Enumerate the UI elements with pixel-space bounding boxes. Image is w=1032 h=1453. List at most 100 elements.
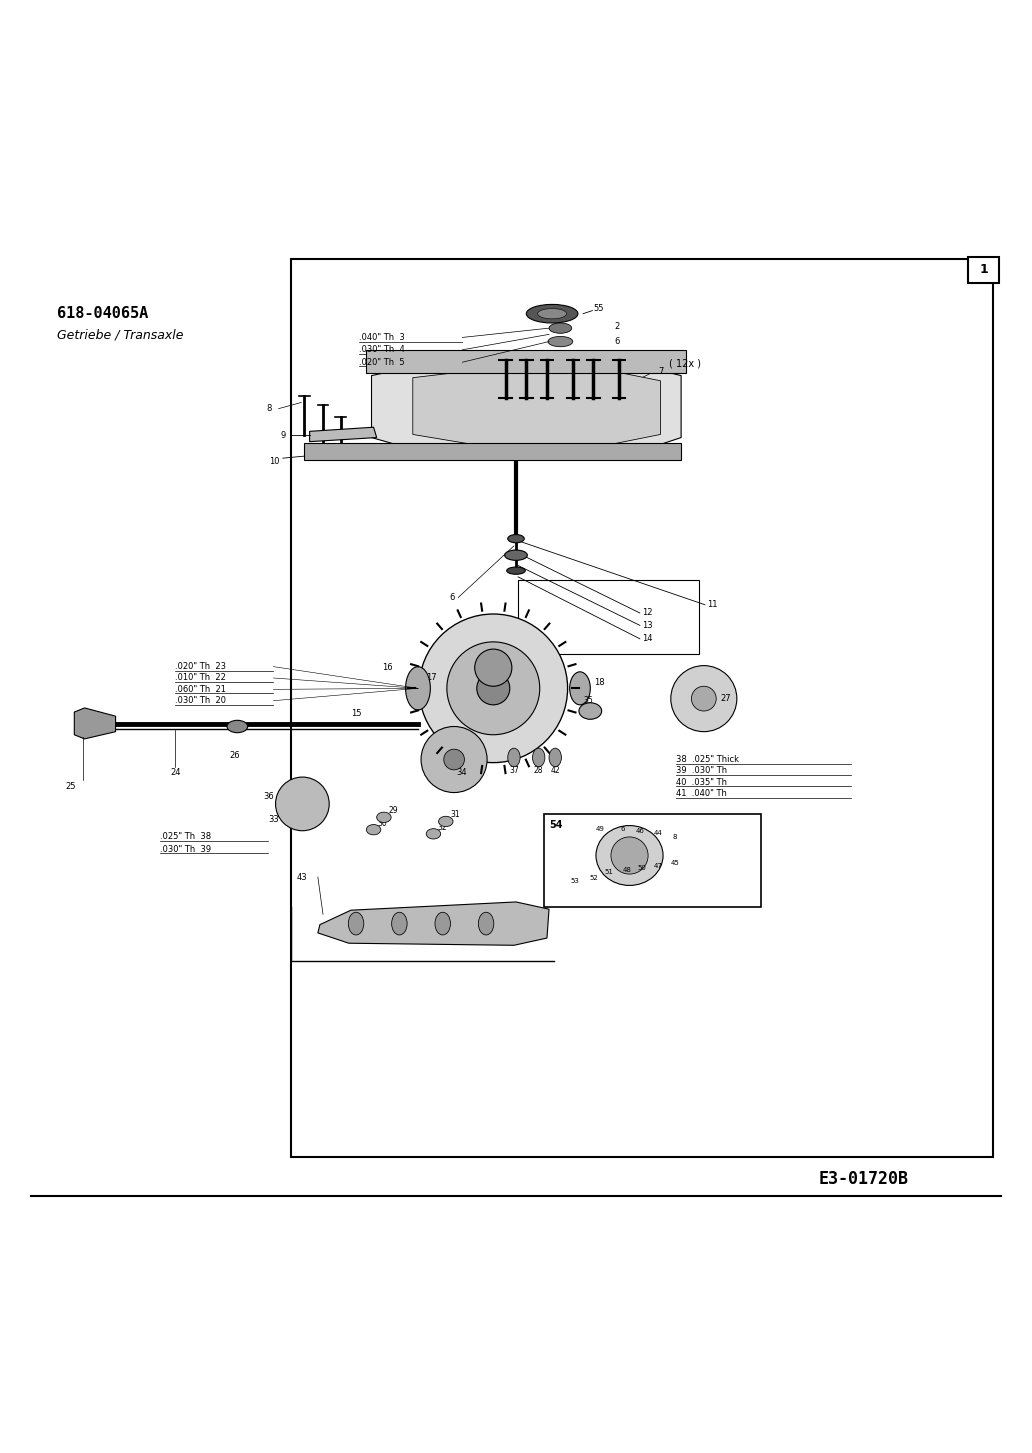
Text: .010" Th  22: .010" Th 22 <box>175 674 226 683</box>
Polygon shape <box>372 360 681 458</box>
Text: 7: 7 <box>658 368 664 376</box>
Text: Getriebe / Transaxle: Getriebe / Transaxle <box>57 328 184 341</box>
Ellipse shape <box>538 308 567 318</box>
Text: 44: 44 <box>654 830 663 835</box>
Text: 6: 6 <box>614 337 619 346</box>
Text: 10: 10 <box>269 456 280 466</box>
Text: 38  .025" Thick: 38 .025" Thick <box>676 756 739 764</box>
Ellipse shape <box>508 748 520 767</box>
Ellipse shape <box>570 671 590 705</box>
Text: 45: 45 <box>671 860 679 866</box>
Text: 12: 12 <box>642 609 652 618</box>
Circle shape <box>276 777 329 831</box>
Text: 2: 2 <box>614 321 619 331</box>
Text: 9: 9 <box>281 432 286 440</box>
Text: E3-01720B: E3-01720B <box>818 1170 908 1187</box>
Text: 8: 8 <box>266 404 271 413</box>
Text: 48: 48 <box>623 867 632 873</box>
Text: 42: 42 <box>550 766 560 774</box>
Polygon shape <box>304 443 681 461</box>
Polygon shape <box>413 371 660 445</box>
Text: 35: 35 <box>583 696 593 705</box>
Circle shape <box>447 642 540 735</box>
Ellipse shape <box>507 567 525 574</box>
Ellipse shape <box>508 535 524 543</box>
Text: 31: 31 <box>450 811 459 819</box>
Ellipse shape <box>227 721 248 732</box>
Circle shape <box>421 726 487 792</box>
Ellipse shape <box>549 748 561 767</box>
Text: 28: 28 <box>534 766 544 774</box>
Ellipse shape <box>406 667 430 711</box>
Text: 50: 50 <box>638 865 646 870</box>
Ellipse shape <box>426 828 441 838</box>
Text: .030" Th  39: .030" Th 39 <box>160 844 212 854</box>
Circle shape <box>419 615 568 763</box>
Ellipse shape <box>505 551 527 561</box>
Text: ( 12x ): ( 12x ) <box>669 359 701 368</box>
Circle shape <box>691 686 716 711</box>
Text: .025" Th  38: .025" Th 38 <box>160 833 212 841</box>
Bar <box>291 259 993 1157</box>
Text: 54: 54 <box>549 821 562 831</box>
Text: .020" Th  23: .020" Th 23 <box>175 663 226 671</box>
Polygon shape <box>310 427 377 442</box>
Circle shape <box>611 837 648 875</box>
Text: 13: 13 <box>642 620 652 629</box>
Ellipse shape <box>366 824 381 835</box>
Bar <box>968 257 999 283</box>
Text: 6: 6 <box>449 593 454 602</box>
Ellipse shape <box>391 912 407 934</box>
Text: 29: 29 <box>388 806 397 815</box>
Text: 36: 36 <box>264 792 275 801</box>
Text: 15: 15 <box>351 709 361 718</box>
Ellipse shape <box>548 337 573 347</box>
Circle shape <box>444 750 464 770</box>
Text: 1: 1 <box>979 263 988 276</box>
Ellipse shape <box>377 812 391 822</box>
Text: 19: 19 <box>464 660 475 668</box>
Text: 52: 52 <box>589 875 598 882</box>
Text: 6: 6 <box>620 825 624 831</box>
Text: 25: 25 <box>65 782 75 790</box>
Ellipse shape <box>439 817 453 827</box>
Text: 26: 26 <box>229 751 239 760</box>
Text: 32: 32 <box>438 822 447 831</box>
Text: 49: 49 <box>596 825 605 831</box>
Text: 53: 53 <box>571 879 579 885</box>
Text: .030" Th  4: .030" Th 4 <box>359 346 405 355</box>
Bar <box>544 814 761 907</box>
Text: .030" Th  20: .030" Th 20 <box>175 696 226 705</box>
Text: 16: 16 <box>382 663 392 673</box>
Polygon shape <box>74 708 116 740</box>
Text: 17: 17 <box>426 674 437 683</box>
Ellipse shape <box>549 323 572 333</box>
Text: 46: 46 <box>636 828 644 834</box>
Text: 24: 24 <box>170 769 181 777</box>
Ellipse shape <box>579 703 602 719</box>
Text: 34: 34 <box>456 767 466 777</box>
Text: 47: 47 <box>654 863 663 869</box>
Ellipse shape <box>596 825 663 885</box>
Ellipse shape <box>533 748 545 767</box>
Text: .040" Th  3: .040" Th 3 <box>359 333 405 341</box>
Text: .060" Th  21: .060" Th 21 <box>175 684 226 695</box>
Text: 27: 27 <box>720 695 731 703</box>
Text: 37: 37 <box>509 766 519 774</box>
Bar <box>366 350 686 372</box>
Ellipse shape <box>526 305 578 323</box>
Text: .020" Th  5: .020" Th 5 <box>359 357 405 366</box>
Text: 18: 18 <box>594 677 605 687</box>
Text: 30: 30 <box>378 818 387 828</box>
Ellipse shape <box>348 912 363 934</box>
Text: 14: 14 <box>642 635 652 644</box>
Circle shape <box>475 649 512 686</box>
Text: 618-04065A: 618-04065A <box>57 307 148 321</box>
Text: 51: 51 <box>605 869 613 875</box>
Text: 40  .035" Th: 40 .035" Th <box>676 777 727 786</box>
Ellipse shape <box>436 912 450 934</box>
Ellipse shape <box>478 912 493 934</box>
Bar <box>518 580 699 654</box>
Polygon shape <box>318 902 549 946</box>
Text: 41  .040" Th: 41 .040" Th <box>676 789 727 798</box>
